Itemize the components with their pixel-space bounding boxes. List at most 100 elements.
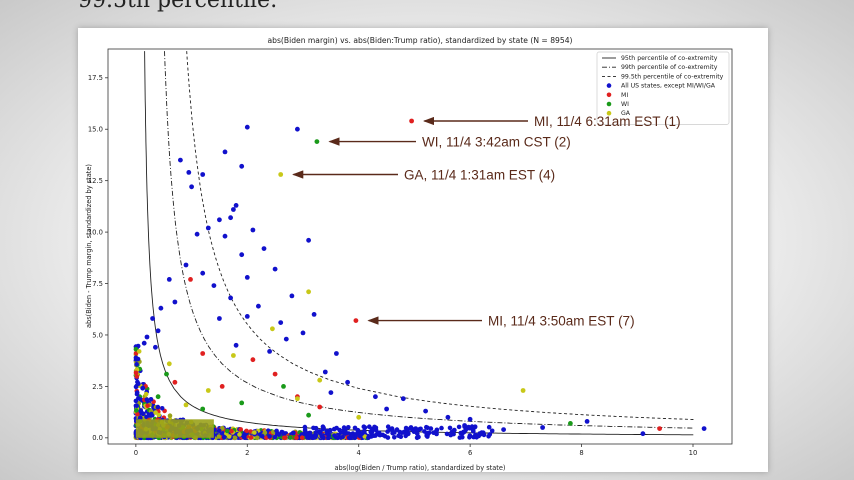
data-point <box>250 357 256 363</box>
dense-point <box>252 430 257 435</box>
dense-point <box>467 435 472 440</box>
dense-point <box>326 433 332 439</box>
dense-point <box>313 434 318 440</box>
data-point <box>164 371 169 377</box>
dense-point <box>486 424 492 430</box>
data-point <box>409 118 414 124</box>
legend-entry-label: 99th percentile of co-extremity <box>621 64 718 71</box>
data-point <box>239 163 245 169</box>
data-point <box>205 388 211 393</box>
dense-point <box>232 435 238 441</box>
dense-point <box>220 425 225 431</box>
annotation-label: GA, 11/4 1:31am EST (4) <box>404 167 555 182</box>
data-point <box>300 330 306 336</box>
dense-point <box>408 425 414 431</box>
percentile-curve <box>164 51 695 429</box>
dense-point <box>134 391 140 397</box>
chart-title: abs(Biden margin) vs. abs(Biden:Trump ra… <box>267 36 572 45</box>
data-point <box>261 246 267 252</box>
data-point <box>289 293 295 299</box>
data-point <box>317 377 323 383</box>
dense-point <box>145 403 150 409</box>
data-point <box>158 305 164 311</box>
data-point <box>256 303 261 309</box>
data-point <box>306 412 311 418</box>
data-point <box>311 312 317 317</box>
dense-point <box>274 428 279 434</box>
dense-point <box>241 434 247 439</box>
dense-point <box>459 431 465 436</box>
data-point <box>228 215 234 221</box>
dense-point <box>290 430 296 436</box>
x-tick-label: 10 <box>689 449 698 457</box>
data-point <box>189 184 194 190</box>
x-tick-label: 0 <box>134 449 138 457</box>
dense-point <box>134 362 139 367</box>
dense-point <box>416 434 421 440</box>
dense-point <box>425 430 431 436</box>
dense-point <box>424 424 429 430</box>
dense-point <box>133 370 139 376</box>
dense-point <box>447 425 453 431</box>
dense-point <box>302 424 308 430</box>
dense-point <box>304 430 309 436</box>
dense-point <box>489 428 495 434</box>
dense-point <box>385 435 391 440</box>
data-point <box>217 217 222 223</box>
dense-point <box>155 404 161 410</box>
data-point <box>520 388 526 393</box>
data-point <box>445 414 451 420</box>
data-points <box>141 118 707 437</box>
dense-point <box>362 429 367 435</box>
data-point <box>166 361 172 367</box>
y-tick-label: 7.5 <box>92 280 103 288</box>
dense-point <box>136 381 141 387</box>
dense-point <box>133 398 139 404</box>
legend-entry-label: 99.5th percentile of co-extremity <box>621 73 724 80</box>
dense-point <box>307 432 313 437</box>
dense-point <box>369 430 374 436</box>
dense-point <box>471 428 476 434</box>
data-point <box>194 231 200 237</box>
dense-point <box>372 424 377 430</box>
data-point <box>188 277 193 282</box>
dense-point <box>466 424 471 430</box>
data-point <box>334 351 339 356</box>
annotation-label: MI, 11/4 6:31am EST (1) <box>534 114 681 129</box>
y-tick-label: 17.5 <box>88 74 103 82</box>
data-point <box>222 233 228 239</box>
dense-point <box>140 411 146 417</box>
dense-point <box>456 424 462 430</box>
dense-point <box>133 346 139 352</box>
data-point <box>306 237 311 243</box>
y-axis-label: abs(Biden - Trump margin, standardized b… <box>85 164 93 328</box>
dense-point <box>403 425 409 431</box>
dense-point <box>343 427 348 433</box>
dense-point <box>332 433 337 438</box>
data-point <box>183 262 189 268</box>
data-point <box>183 402 189 408</box>
data-point <box>568 421 573 426</box>
dense-point <box>221 435 227 440</box>
dense-point <box>392 435 397 440</box>
dense-point <box>313 425 319 431</box>
dense-point <box>225 428 230 434</box>
data-point <box>640 431 646 437</box>
y-tick-label: 0.0 <box>92 434 103 442</box>
data-point <box>211 283 217 288</box>
dense-point <box>216 434 222 439</box>
data-point <box>228 295 234 301</box>
dense-point <box>134 408 139 413</box>
dense-point <box>317 430 323 436</box>
data-point <box>270 326 275 332</box>
data-point <box>267 349 272 354</box>
dense-point <box>229 428 234 434</box>
x-tick-label: 8 <box>579 449 583 457</box>
dense-point <box>439 425 444 431</box>
data-point <box>467 416 473 422</box>
dense-point <box>350 434 355 439</box>
dense-point <box>167 413 173 419</box>
dense-point <box>135 411 140 417</box>
data-point <box>172 379 178 385</box>
data-point <box>657 426 662 431</box>
